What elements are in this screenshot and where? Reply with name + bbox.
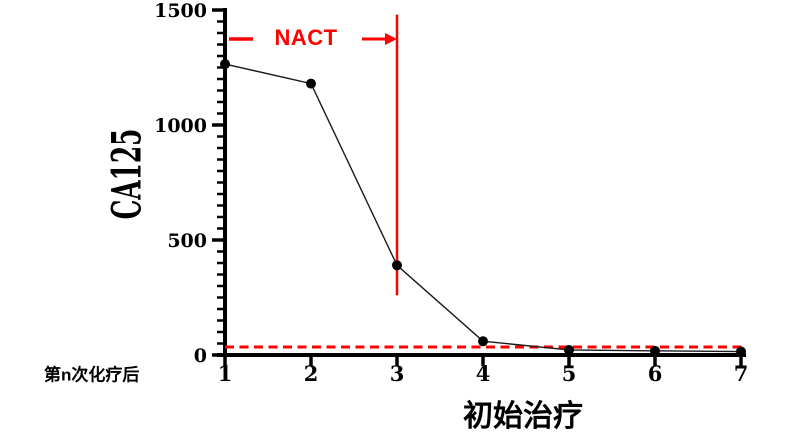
y-axis-ticks [212, 8, 225, 357]
svg-text:500: 500 [167, 230, 207, 252]
data-point [564, 344, 574, 355]
svg-text:3: 3 [390, 361, 405, 386]
svg-text:1500: 1500 [154, 0, 207, 22]
x-axis-title: 初始治疗 [463, 400, 583, 433]
data-point [650, 345, 660, 356]
svg-text:4: 4 [476, 361, 491, 386]
y-axis-title: CA125 [103, 128, 151, 220]
x-axis-ticks [223, 355, 743, 366]
nact-arrow-head [385, 33, 397, 45]
svg-text:7: 7 [734, 361, 749, 386]
svg-text:5: 5 [562, 361, 577, 386]
data-point [306, 78, 316, 89]
data-point [478, 336, 488, 347]
svg-text:1: 1 [218, 361, 233, 386]
svg-text:0: 0 [194, 345, 207, 367]
data-points [220, 59, 746, 357]
data-point [220, 59, 230, 70]
data-point [392, 260, 402, 271]
x-axis-note: 第n次化疗后 [44, 365, 140, 385]
axes [217, 8, 746, 357]
svg-text:2: 2 [304, 361, 319, 386]
nact-annotation [229, 33, 397, 45]
svg-text:1000: 1000 [154, 115, 207, 137]
svg-text:6: 6 [648, 361, 663, 386]
data-line [224, 63, 742, 353]
nact-annotation-label: NACT [274, 25, 338, 50]
x-axis-tick-labels: 1 2 3 4 5 6 7 [218, 361, 749, 386]
data-point [736, 346, 746, 357]
y-axis-tick-labels: 0 500 1000 1500 [154, 0, 207, 367]
